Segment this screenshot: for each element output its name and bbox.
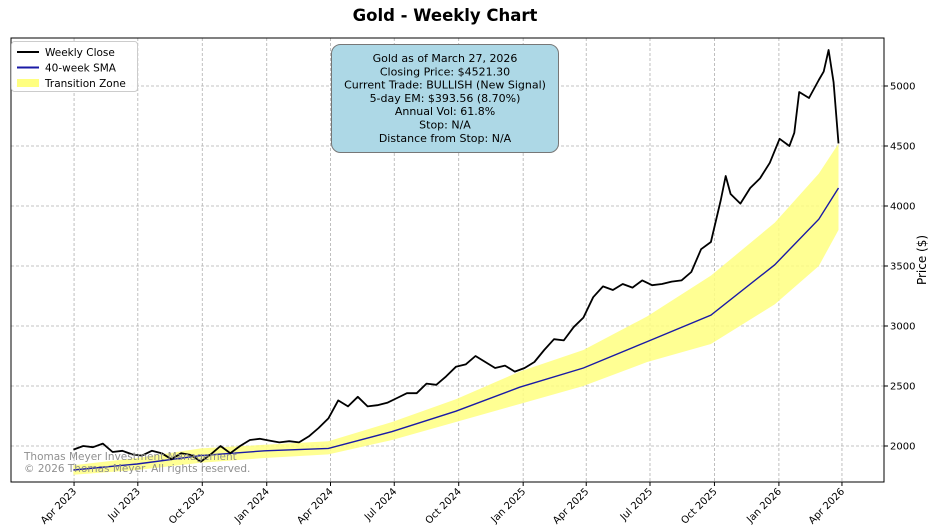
legend-label: Weekly Close [45, 47, 115, 59]
plot-frame [10, 37, 885, 483]
watermark-line: Thomas Meyer Investment Management [23, 451, 237, 463]
info-box-line: Closing Price: $4521.30 [380, 65, 510, 78]
info-box-line: 5-day EM: $393.56 (8.70%) [370, 92, 521, 105]
legend-label: Transition Zone [44, 78, 126, 90]
watermark-line: © 2026 Thomas Meyer. All rights reserved… [24, 463, 250, 475]
weekly-close-line [73, 49, 840, 463]
info-box-line: Distance from Stop: N/A [379, 132, 512, 145]
info-box-line: Current Trade: BULLISH (New Signal) [344, 79, 546, 92]
info-box-line: Stop: N/A [419, 119, 471, 132]
y-tick-label: 3500 [890, 262, 915, 273]
legend-label: 40-week SMA [45, 62, 117, 74]
legend: Weekly Close 40-week SMA Transition Zone [11, 41, 138, 92]
legend-swatch-band [17, 79, 39, 87]
info-box-panel [331, 44, 559, 153]
y-tick-label: 3000 [890, 322, 915, 333]
info-box-line: Gold as of March 27, 2026 [373, 52, 518, 65]
y-tick-label: 2000 [890, 442, 915, 453]
y-tick-label: 4500 [890, 142, 915, 153]
transition-zone-band [73, 143, 839, 475]
y-tick-label: 4000 [890, 202, 915, 213]
watermark: Thomas Meyer Investment Management© 2026… [23, 451, 250, 475]
y-axis-label: Price ($) [915, 235, 929, 285]
legend-box [11, 41, 138, 92]
y-tick-label: 2500 [890, 382, 915, 393]
info-box-line: Annual Vol: 61.8% [395, 105, 495, 118]
y-tick-label: 5000 [890, 82, 915, 93]
chart-title: Gold - Weekly Chart [353, 6, 538, 25]
